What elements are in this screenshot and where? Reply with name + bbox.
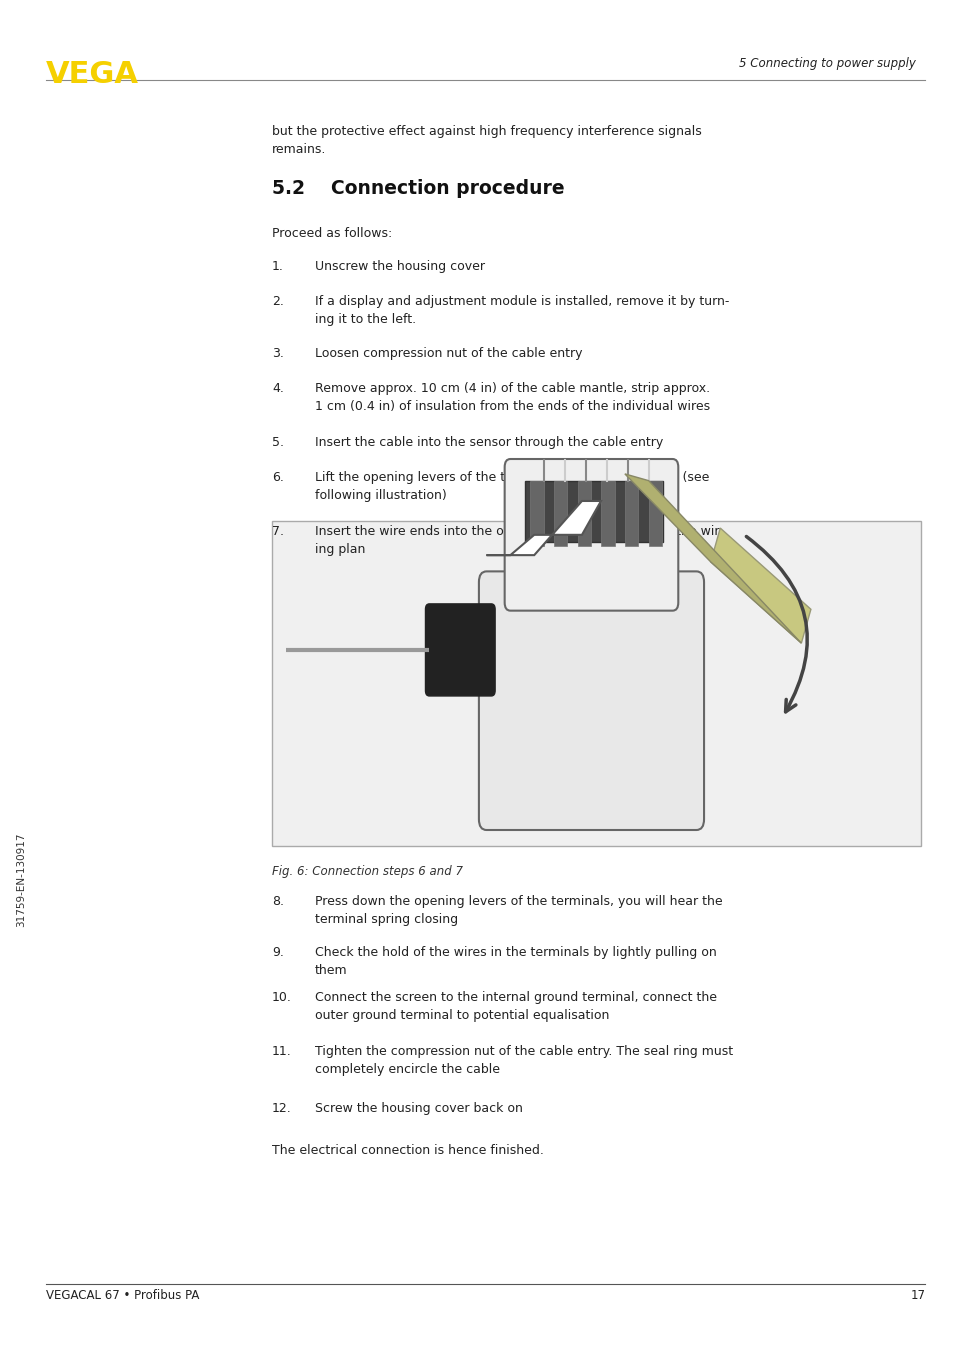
Text: 2.: 2. [272,295,283,309]
FancyBboxPatch shape [425,604,495,696]
Text: Unscrew the housing cover: Unscrew the housing cover [314,260,484,274]
Text: Check the hold of the wires in the terminals by lightly pulling on
them: Check the hold of the wires in the termi… [314,946,716,978]
FancyBboxPatch shape [504,459,678,611]
Text: VEGACAL 67 • Profibus PA: VEGACAL 67 • Profibus PA [46,1289,199,1303]
Text: 3.: 3. [272,347,283,360]
Text: Insert the wire ends into the open terminals according to the wir-
ing plan: Insert the wire ends into the open termi… [314,525,722,556]
Bar [578,481,591,546]
Text: 31759-EN-130917: 31759-EN-130917 [16,833,26,927]
Text: Remove approx. 10 cm (4 in) of the cable mantle, strip approx.
1 cm (0.4 in) of : Remove approx. 10 cm (4 in) of the cable… [314,382,709,413]
Text: Insert the cable into the sensor through the cable entry: Insert the cable into the sensor through… [314,436,662,450]
Bar [530,481,543,546]
Text: 9.: 9. [272,946,283,960]
Text: 10.: 10. [272,991,292,1005]
Bar [272,521,920,846]
Text: Loosen compression nut of the cable entry: Loosen compression nut of the cable entr… [314,347,581,360]
Bar [600,481,614,546]
Text: 5 Connecting to power supply: 5 Connecting to power supply [739,57,915,70]
Polygon shape [486,501,600,555]
Text: 7.: 7. [272,525,284,539]
Text: 5.2    Connection procedure: 5.2 Connection procedure [272,179,564,198]
Polygon shape [624,474,801,643]
Text: 6.: 6. [272,471,283,485]
Text: Proceed as follows:: Proceed as follows: [272,227,392,241]
Bar [524,481,662,542]
Text: 8.: 8. [272,895,284,909]
Text: Press down the opening levers of the terminals, you will hear the
terminal sprin: Press down the opening levers of the ter… [314,895,721,926]
FancyBboxPatch shape [478,571,703,830]
Text: 5.: 5. [272,436,284,450]
Bar [624,481,638,546]
Text: 17: 17 [909,1289,924,1303]
Text: Fig. 6: Connection steps 6 and 7: Fig. 6: Connection steps 6 and 7 [272,865,462,879]
Text: Screw the housing cover back on: Screw the housing cover back on [314,1102,522,1116]
Bar [554,481,567,546]
Text: 1.: 1. [272,260,283,274]
Text: 11.: 11. [272,1045,292,1059]
Bar [648,481,661,546]
Text: Connect the screen to the internal ground terminal, connect the
outer ground ter: Connect the screen to the internal groun… [314,991,716,1022]
Text: The electrical connection is hence finished.: The electrical connection is hence finis… [272,1144,543,1158]
Text: Tighten the compression nut of the cable entry. The seal ring must
completely en: Tighten the compression nut of the cable… [314,1045,732,1076]
Text: 4.: 4. [272,382,283,395]
Text: Lift the opening levers of the terminals with a screwdriver (see
following illus: Lift the opening levers of the terminals… [314,471,708,502]
Text: If a display and adjustment module is installed, remove it by turn-
ing it to th: If a display and adjustment module is in… [314,295,728,326]
Text: 12.: 12. [272,1102,292,1116]
Text: but the protective effect against high frequency interference signals
remains.: but the protective effect against high f… [272,125,700,156]
Text: VEGA: VEGA [46,60,138,88]
Polygon shape [710,528,810,643]
